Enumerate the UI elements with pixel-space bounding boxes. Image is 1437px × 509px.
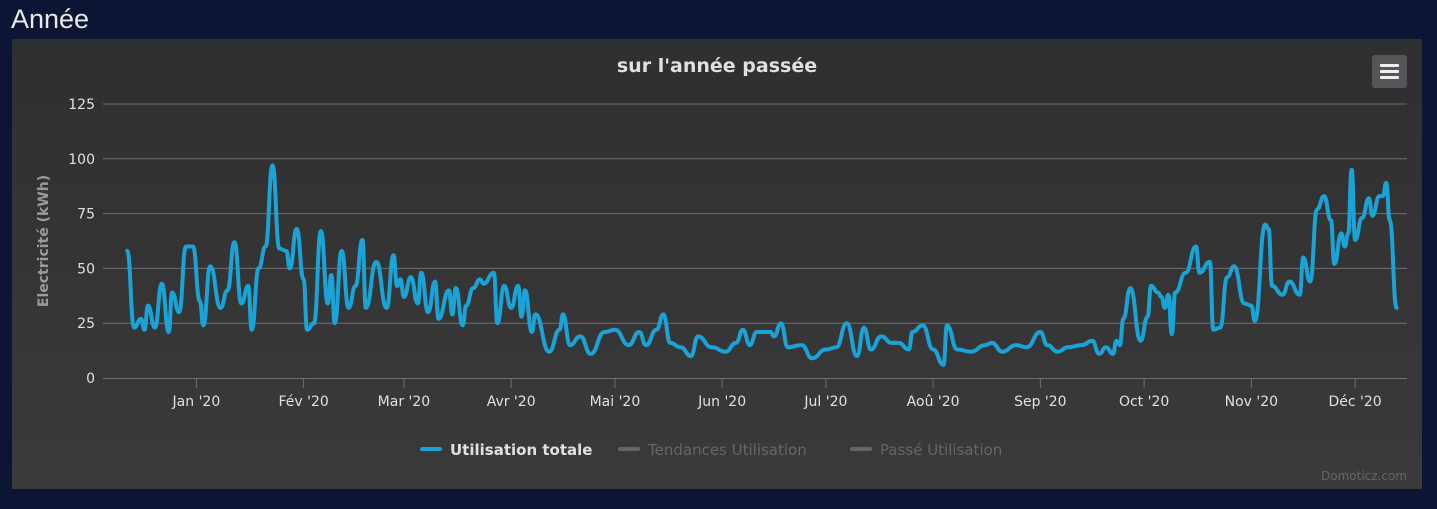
x-tick-label: Déc '20: [1329, 394, 1382, 410]
chart-container: sur l'année passée 0 25 50 75 100 125 Jan '20…: [12, 39, 1422, 489]
y-tick-label: 75: [77, 207, 95, 223]
legend-swatch: [850, 447, 872, 451]
x-tick-label: Avr '20: [487, 394, 536, 410]
chart-title: sur l'année passée: [616, 55, 818, 77]
hamburger-menu-icon-line: [1380, 76, 1399, 79]
y-tick-label: 125: [68, 97, 95, 113]
hamburger-menu-icon: [1380, 64, 1399, 67]
legend-label: Passé Utilisation: [880, 441, 1002, 459]
section-title: Année: [11, 4, 90, 34]
x-tick-label: Mai '20: [590, 394, 641, 410]
series-line-0: [125, 163, 1399, 367]
legend-label: Utilisation totale: [450, 441, 592, 459]
x-tick-label: Fév '20: [278, 394, 328, 410]
x-tick-label: Jan '20: [172, 394, 221, 410]
x-tick-label: Aoû '20: [907, 394, 960, 410]
x-tick-label: Oct '20: [1119, 394, 1169, 410]
legend-label: Tendances Utilisation: [647, 441, 807, 459]
legend-item-0[interactable]: Utilisation totale: [420, 441, 592, 459]
x-tick-label: Sep '20: [1014, 394, 1067, 410]
legend-swatch: [420, 447, 442, 451]
x-tick-label: Jul '20: [803, 394, 847, 410]
hamburger-menu-icon-line: [1380, 70, 1399, 73]
legend-item-2[interactable]: Passé Utilisation: [850, 441, 1002, 459]
legend-item-1[interactable]: Tendances Utilisation: [618, 441, 807, 459]
legend-swatch: [618, 447, 640, 451]
x-tick-label: Jun '20: [697, 394, 746, 410]
y-tick-label: 50: [77, 261, 95, 277]
y-tick-label: 0: [86, 371, 95, 387]
x-tick-label: Mar '20: [378, 394, 431, 410]
y-axis-title: Electricité (kWh): [36, 175, 52, 307]
y-tick-label: 25: [77, 316, 95, 332]
y-tick-label: 100: [68, 152, 95, 168]
credits-link[interactable]: Domoticz.com: [1321, 469, 1407, 483]
x-tick-label: Nov '20: [1225, 394, 1278, 410]
chart-menu-button[interactable]: [1372, 55, 1407, 88]
chart-plot: 0 25 50 75 100 125 Jan '20 Fév '20 Mar '20 Avr '…: [36, 97, 1407, 459]
